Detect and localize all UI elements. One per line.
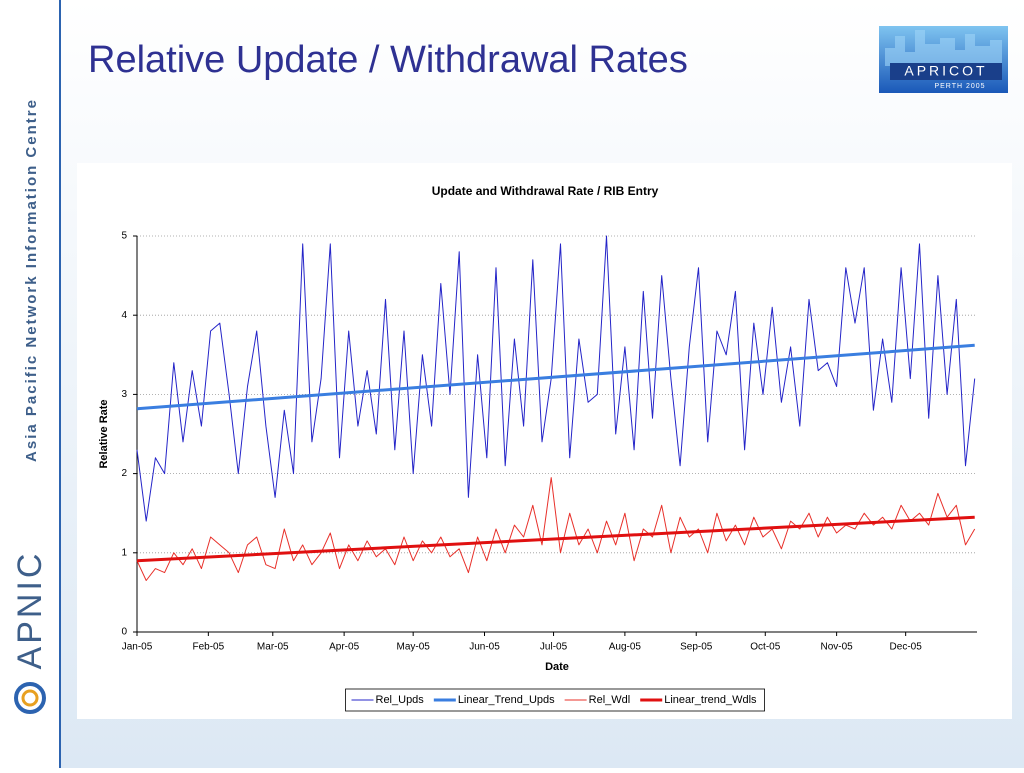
chart: Update and Withdrawal Rate / RIB Entry D… xyxy=(98,184,977,712)
data-line xyxy=(136,477,976,581)
data-line xyxy=(136,343,975,411)
y-axis-label: Relative Rate xyxy=(98,399,110,468)
chart-area xyxy=(77,163,1012,719)
logo-subtitle: PERTH 2005 xyxy=(934,83,985,90)
brand: APNIC xyxy=(11,551,49,670)
y-tick-label: 1 xyxy=(121,547,127,558)
legend-label: Rel_Upds xyxy=(376,694,425,706)
x-axis-label: Date xyxy=(545,661,569,673)
x-tick-label: Aug-05 xyxy=(609,642,642,653)
x-tick-label: Mar-05 xyxy=(257,642,289,653)
data-line xyxy=(136,235,976,522)
organization: Asia Pacific Network Information Centre xyxy=(23,98,40,462)
x-tick-label: Jun-05 xyxy=(469,642,500,653)
x-tick-label: May-05 xyxy=(396,642,430,653)
y-tick-label: 4 xyxy=(121,310,127,321)
y-tick-label: 0 xyxy=(121,627,127,638)
legend-label: Linear_Trend_Upds xyxy=(458,694,555,706)
legend-label: Linear_trend_Wdls xyxy=(664,694,757,706)
data-line xyxy=(136,515,975,563)
x-tick-label: Dec-05 xyxy=(890,642,923,653)
legend-box xyxy=(345,688,765,712)
y-tick-label: 3 xyxy=(121,389,127,400)
logo-name: APRICOT xyxy=(904,63,987,79)
y-tick-label: 5 xyxy=(121,231,127,242)
chart-title: Update and Withdrawal Rate / RIB Entry xyxy=(432,184,659,198)
logo: APRICOT PERTH 2005 xyxy=(879,26,1008,93)
x-tick-label: Sep-05 xyxy=(680,642,713,653)
y-tick-label: 2 xyxy=(121,468,127,479)
x-tick-label: Nov-05 xyxy=(820,642,853,653)
x-tick-label: Jul-05 xyxy=(540,642,568,653)
x-tick-label: Oct-05 xyxy=(750,642,780,653)
slide-title: Relative Update / Withdrawal Rates xyxy=(88,39,688,81)
brand-icon xyxy=(14,682,46,714)
legend-label: Rel_Wdl xyxy=(589,694,631,706)
sidebar xyxy=(0,0,60,768)
x-tick-label: Apr-05 xyxy=(329,642,359,653)
x-tick-label: Jan-05 xyxy=(122,642,153,653)
x-tick-label: Feb-05 xyxy=(192,642,224,653)
legend: Rel_Upds Linear_Trend_Upds Rel_Wdl Linear_t… xyxy=(345,688,765,712)
